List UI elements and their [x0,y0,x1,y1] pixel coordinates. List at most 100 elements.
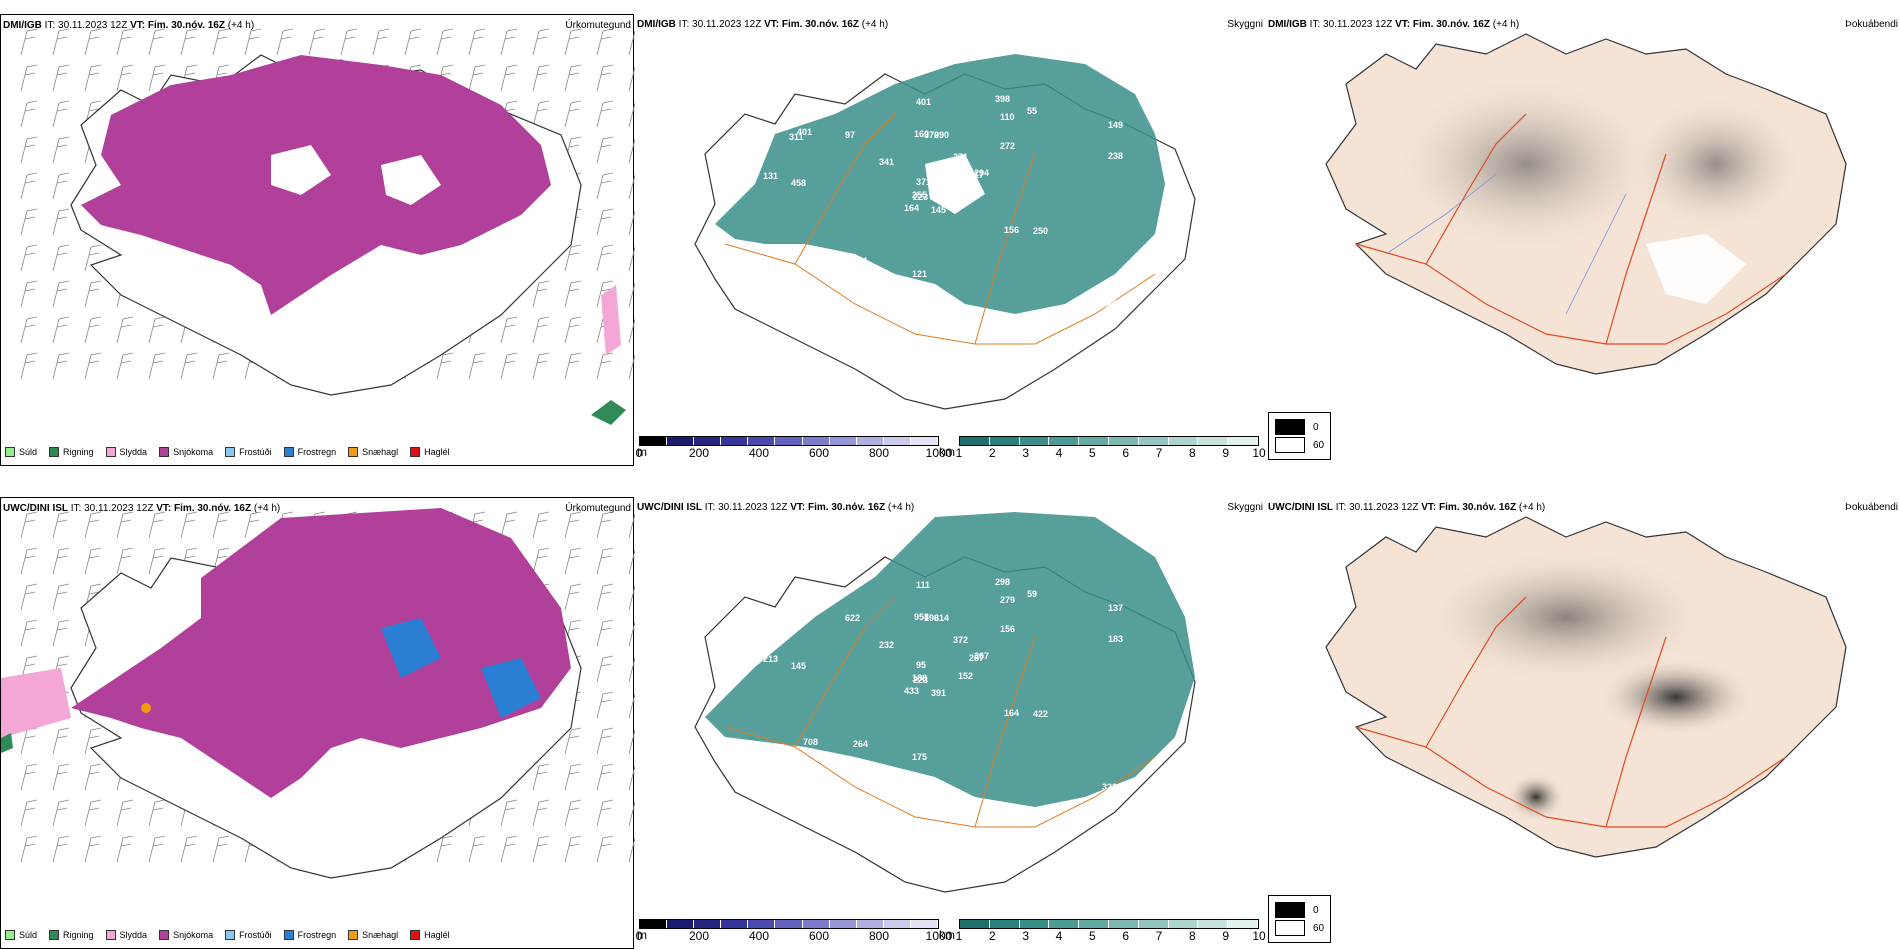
ceiling-label: 145 [791,661,806,671]
scale-tick-label: 200 [688,929,710,943]
fog-key-item: 0 [1275,419,1324,435]
wind-barb [468,835,486,863]
variable-title: Úrkomutegund [565,20,631,31]
scale-tick-label: 9 [1222,446,1229,460]
precip-map [1,508,635,879]
precip-panel-row1: DMI/IGB IT: 30.11.2023 12Z VT: Fim. 30.n… [0,14,635,466]
legend-swatch [225,447,236,457]
wind-barb [628,657,635,683]
ceiling-label: 247 [958,188,973,198]
scale-swatch [1228,920,1258,928]
wind-barb [52,763,70,791]
legend-label: Súld [19,447,38,457]
legend-label: Rigning [63,930,94,940]
wind-barb [468,64,486,92]
scale-swatch [1108,437,1139,445]
ceiling-label: 391 [853,256,868,266]
legend-label: Snjókoma [173,930,214,940]
ceiling-label: 97 [845,130,855,140]
variable-title: Skyggni [1227,19,1263,30]
variable-title: Úrkomutegund [565,503,631,514]
panel-header: UWC/DINI ISL IT: 30.11.2023 12Z VT: Fim.… [637,502,915,513]
wind-barb [596,136,614,164]
scale-tick-label: 4 [1055,446,1063,460]
scale-tick-label: 6 [1122,929,1129,943]
wind-barb [500,511,518,539]
fog-key-item: 60 [1275,437,1324,453]
scale-swatch [802,920,830,928]
wind-barb [20,64,38,92]
fog-key-swatch [1275,920,1305,936]
cloud-panel-row2: UWC/DINI ISL IT: 30.11.2023 12Z VT: Fim.… [635,497,1266,949]
wind-barb [52,352,70,380]
panel-header: DMI/IGB IT: 30.11.2023 12Z VT: Fim. 30.n… [1268,19,1520,30]
wind-barb [596,619,614,647]
fog-key-item: 0 [1275,902,1324,918]
scale-swatch [989,920,1020,928]
wind-barb [180,352,198,380]
ceiling-label: 164 [904,203,919,213]
wind-barb [180,28,198,56]
wind-barb [564,763,582,791]
fog-key-swatch [1275,437,1305,453]
scale-tick-label: 400 [748,446,770,460]
legend-item: Slydda [105,447,147,457]
ceiling-label: 314 [934,613,949,623]
ceiling-label: 223 [913,192,928,202]
wind-barb [564,64,582,92]
wind-barb [20,835,38,863]
wind-barb [532,763,550,791]
wind-barb [212,511,230,539]
wind-barb [180,511,198,539]
wind-barb [116,352,134,380]
wind-barb [596,244,614,272]
scale-tick-label: 8 [1188,929,1196,943]
wind-barb [244,511,262,539]
legend-item: Snjókoma [159,930,213,940]
wind-barb [628,354,635,380]
legend-label: Rigning [63,447,94,457]
legend-item: Rigning [49,447,94,457]
fog-map [1325,516,1847,858]
wind-barb [628,765,635,791]
wind-barb [20,799,38,827]
scale-swatch [775,437,803,445]
ceiling-label: 271 [953,152,968,162]
wind-barb [596,352,614,380]
ceiling-label: 250 [1033,226,1048,236]
scale-tick-label: 2 [988,446,996,460]
wind-barb [628,210,635,236]
scale-tick-label: 600 [808,446,830,460]
legend-swatch [283,447,294,457]
wind-barb [84,28,102,56]
wind-barb [596,280,614,308]
ceiling-label: 433 [904,686,919,696]
ceiling-label: 173 [775,761,790,771]
wind-barb [500,352,518,380]
ceiling-label: 350 [803,254,818,264]
ceiling-label: 272 [1000,141,1015,151]
wind-barb [20,172,38,200]
wind-barb [628,318,635,344]
scale-swatch [640,437,668,445]
ceiling-label: 279 [1000,595,1015,605]
wind-barb [52,136,70,164]
scale-swatch [748,920,776,928]
wind-barb [116,316,134,344]
ceiling-label: 298 [995,577,1010,587]
wind-barb [596,835,614,863]
ceiling-label: 164 [1004,708,1019,718]
ceiling-label: 232 [879,640,894,650]
ceiling-label: 821 [836,279,851,289]
scale-tick-label: 800 [868,929,890,943]
scale-tick-label: 6 [1122,446,1129,460]
ceiling-label: 255 [912,190,927,200]
wind-barb [628,66,635,92]
legend-swatch [49,447,60,457]
wind-barb [84,352,102,380]
fog-key-label: 60 [1313,922,1325,934]
scale-swatch [1049,920,1080,928]
wind-barb [596,799,614,827]
wind-barb [564,799,582,827]
wind-barb [340,28,358,56]
